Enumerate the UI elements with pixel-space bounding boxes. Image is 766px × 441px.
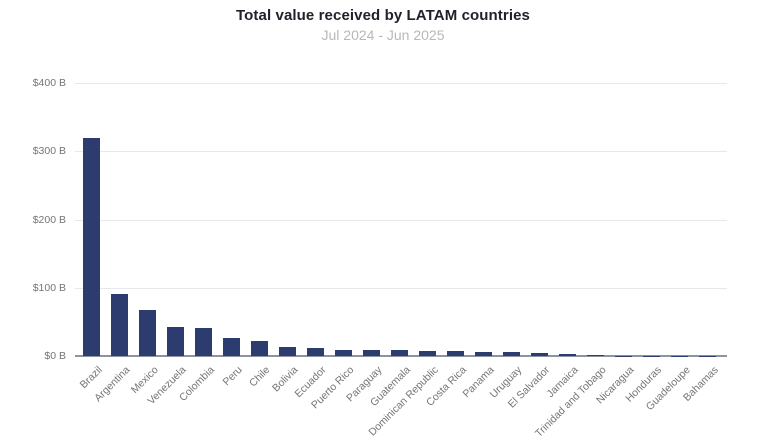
bar-puerto-rico[interactable] <box>334 349 352 356</box>
y-tick-label: $100 B <box>32 281 66 294</box>
bar-bolivia[interactable] <box>278 347 296 356</box>
bar-chile[interactable] <box>250 340 268 356</box>
bar-dominican-republic[interactable] <box>418 350 436 356</box>
bar-mexico[interactable] <box>138 309 156 356</box>
bar-el-salvador[interactable] <box>530 352 548 356</box>
bar-uruguay[interactable] <box>502 352 520 356</box>
gridline <box>75 83 727 84</box>
bar-paraguay[interactable] <box>362 350 380 356</box>
bar-peru[interactable] <box>222 338 240 356</box>
y-tick-label: $300 B <box>32 145 66 158</box>
x-tick-label: Peru <box>220 364 245 389</box>
bar-colombia[interactable] <box>194 327 212 356</box>
y-tick-label: $400 B <box>32 77 66 89</box>
gridline <box>75 219 727 221</box>
gridline <box>75 287 727 289</box>
x-tick-label: Chile <box>247 364 273 390</box>
y-tick-label: $0 B <box>44 350 66 362</box>
bar-costa-rica[interactable] <box>446 350 464 356</box>
bar-ecuador[interactable] <box>306 347 324 356</box>
bar-venezuela[interactable] <box>166 326 184 356</box>
bar-trinidad-and-tobago[interactable] <box>586 355 604 356</box>
bar-jamaica[interactable] <box>558 353 576 356</box>
bar-brazil[interactable] <box>82 137 100 356</box>
bar-argentina[interactable] <box>110 293 128 356</box>
bar-guatemala[interactable] <box>390 350 408 356</box>
gridline <box>75 151 727 153</box>
x-axis-line <box>75 355 727 357</box>
chart-subtitle: Jul 2024 - Jun 2025 <box>321 27 445 43</box>
bar-panama[interactable] <box>474 351 492 356</box>
y-tick-label: $200 B <box>32 213 66 226</box>
chart-title: Total value received by LATAM countries <box>236 7 530 24</box>
